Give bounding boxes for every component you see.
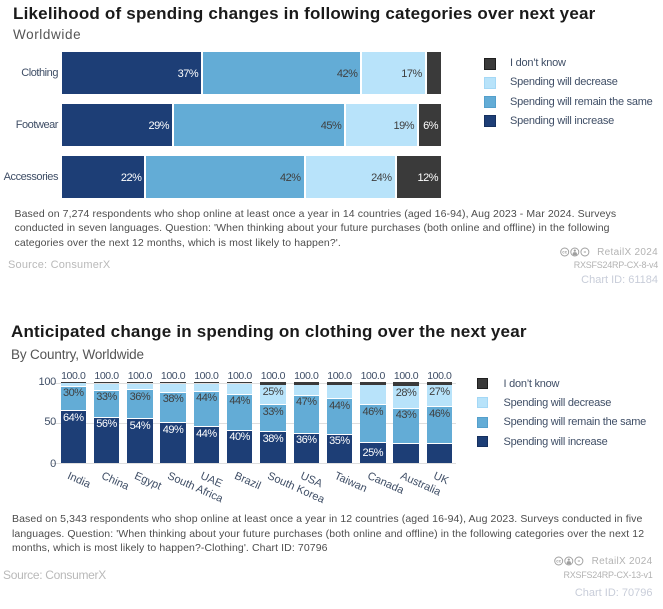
svg-text:cc: cc	[556, 559, 561, 564]
svg-text:=: =	[578, 559, 581, 564]
svg-text:cc: cc	[562, 250, 567, 255]
svg-text:=: =	[583, 250, 586, 255]
